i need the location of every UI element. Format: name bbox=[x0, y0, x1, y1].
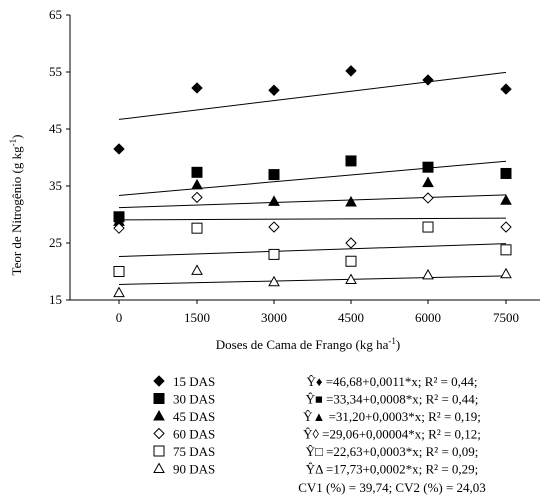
data-point bbox=[422, 192, 434, 204]
data-point bbox=[345, 65, 357, 77]
y-tick-label: 65 bbox=[49, 7, 62, 22]
legend-label: 45 DAS bbox=[173, 409, 215, 424]
data-point bbox=[345, 155, 357, 167]
data-point bbox=[268, 169, 280, 181]
regression-line bbox=[118, 194, 507, 209]
data-point bbox=[422, 268, 434, 280]
y-tick-label: 55 bbox=[49, 64, 62, 79]
data-point bbox=[268, 275, 280, 287]
legend-label: 75 DAS bbox=[173, 444, 215, 459]
regression-equation: Ŷ▲ =31,20+0,0003*x; R² = 0,19; bbox=[303, 409, 481, 424]
regression-equation: Ŷ♦ =46,68+0,0011*x; R² = 0,44; bbox=[306, 374, 477, 389]
data-point bbox=[113, 286, 125, 298]
data-point bbox=[113, 222, 125, 234]
y-tick-label: 25 bbox=[49, 235, 62, 250]
legend-marker bbox=[153, 393, 165, 404]
data-point bbox=[191, 178, 203, 190]
data-point bbox=[191, 166, 203, 178]
data-point bbox=[191, 264, 203, 275]
legend-marker bbox=[153, 409, 165, 421]
data-point bbox=[500, 167, 512, 179]
regression-line bbox=[118, 243, 507, 258]
chart-axes bbox=[66, 14, 540, 304]
data-point bbox=[345, 255, 357, 267]
data-point bbox=[113, 143, 125, 155]
legend: 15 DAS 30 DAS 45 DAS 60 DAS 75 DAS 90 DAS bbox=[153, 374, 215, 477]
data-point bbox=[422, 176, 434, 188]
x-tick-label: 6000 bbox=[415, 310, 441, 325]
regression-equation: Ŷ◊ =29,06+0,00004*x; R² = 0,12; bbox=[303, 427, 481, 442]
regression-lines bbox=[118, 71, 507, 285]
y-tick-label: 15 bbox=[49, 292, 62, 307]
data-point bbox=[345, 195, 357, 207]
regression-equations: Ŷ♦ =46,68+0,0011*x; R² = 0,44; Ŷ■ =33,34+… bbox=[303, 374, 481, 477]
legend-marker bbox=[153, 445, 165, 457]
data-point bbox=[268, 195, 280, 206]
data-point bbox=[268, 221, 280, 233]
data-point bbox=[345, 273, 357, 284]
data-point bbox=[191, 222, 203, 234]
tick-labels: 15 25 35 45 55 65 0 1500 3000 4500 6000 7500 bbox=[49, 7, 519, 325]
y-tick-label: 45 bbox=[49, 121, 62, 136]
x-tick-label: 7500 bbox=[493, 310, 519, 325]
data-point bbox=[500, 221, 512, 233]
data-point bbox=[345, 237, 357, 249]
data-point bbox=[500, 83, 512, 95]
data-point bbox=[191, 191, 203, 204]
legend-label: 90 DAS bbox=[173, 462, 215, 477]
regression-line bbox=[118, 71, 507, 120]
data-point bbox=[500, 267, 512, 279]
legend-marker bbox=[153, 375, 165, 387]
x-tick-label: 1500 bbox=[184, 310, 210, 325]
legend-label: 60 DAS bbox=[173, 427, 215, 442]
x-axis-title: Doses de Cama de Frango (kg ha-1) bbox=[216, 336, 400, 352]
regression-equation: Ŷ■ =33,34+0,0008*x; R² = 0,44; bbox=[306, 392, 479, 407]
data-point bbox=[113, 266, 125, 277]
legend-marker bbox=[153, 462, 165, 473]
legend-label: 30 DAS bbox=[173, 392, 215, 407]
regression-line bbox=[118, 275, 507, 285]
x-tick-label: 4500 bbox=[338, 310, 364, 325]
data-points bbox=[113, 65, 512, 298]
data-point bbox=[268, 84, 280, 96]
data-point bbox=[422, 161, 434, 173]
y-tick-label: 35 bbox=[49, 178, 62, 193]
data-point bbox=[500, 194, 512, 205]
data-point bbox=[191, 82, 203, 94]
x-tick-label: 0 bbox=[116, 310, 123, 325]
regression-line bbox=[118, 160, 507, 196]
regression-line bbox=[118, 217, 507, 221]
x-tick-label: 3000 bbox=[261, 310, 287, 325]
data-point bbox=[268, 248, 280, 260]
data-point bbox=[422, 221, 434, 233]
legend-marker bbox=[153, 427, 165, 440]
regression-equation: Ŷ□ =22,63+0,0003*x; R² = 0,09; bbox=[306, 444, 479, 459]
cv-text: CV1 (%) = 39,74; CV2 (%) = 24,03 bbox=[298, 480, 486, 495]
regression-equation: ŶΔ =17,73+0,0002*x; R² = 0,29; bbox=[306, 462, 479, 477]
legend-label: 15 DAS bbox=[173, 374, 215, 389]
data-point bbox=[500, 244, 512, 256]
y-axis-title: Teor de Nitrogênio (g kg-1) bbox=[8, 135, 24, 276]
data-point bbox=[422, 74, 434, 86]
